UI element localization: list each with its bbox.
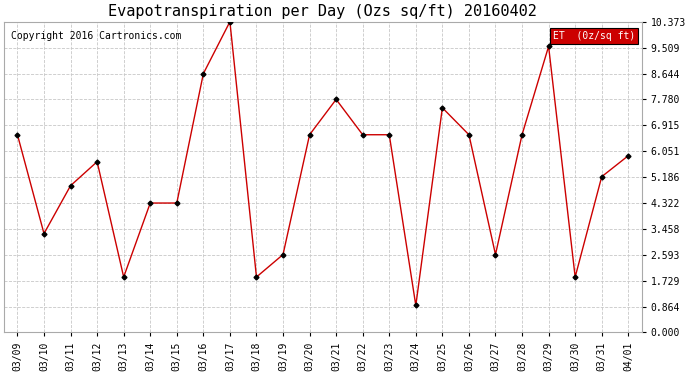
Title: Evapotranspiration per Day (Ozs sq/ft) 20160402: Evapotranspiration per Day (Ozs sq/ft) 2…: [108, 4, 538, 19]
Text: Copyright 2016 Cartronics.com: Copyright 2016 Cartronics.com: [10, 31, 181, 41]
Text: ET  (0z/sq ft): ET (0z/sq ft): [553, 31, 635, 41]
